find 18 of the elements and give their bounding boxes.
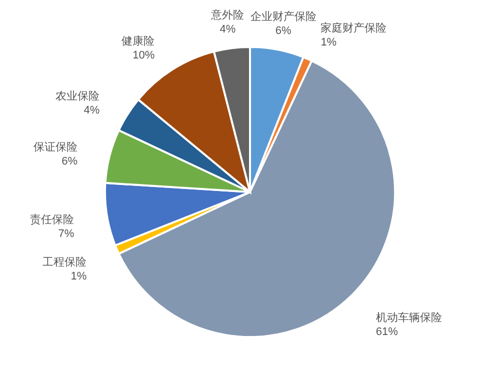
- data-label: 61%: [376, 326, 398, 338]
- data-label: 4%: [220, 23, 236, 36]
- data-label: 7%: [58, 228, 74, 240]
- data-label: 10%: [132, 50, 155, 62]
- slice-label: 工程保险: [42, 256, 87, 269]
- data-label: 1%: [320, 36, 337, 49]
- slice-label: 企业财产保险: [250, 10, 316, 24]
- data-label: 4%: [84, 104, 100, 117]
- slice-label: 健康险: [122, 34, 155, 48]
- data-label: 6%: [275, 25, 292, 38]
- slice-label: 机动车辆保险: [376, 310, 442, 324]
- data-label: 1%: [70, 270, 87, 283]
- slice-label: 家庭财产保险: [320, 22, 387, 35]
- slice-label: 农业保险: [56, 90, 100, 103]
- slice-label: 意外险: [210, 8, 244, 22]
- slice-label: 保证保险: [34, 142, 78, 154]
- slice-label: 责任保险: [30, 212, 74, 226]
- data-label: 6%: [62, 156, 78, 168]
